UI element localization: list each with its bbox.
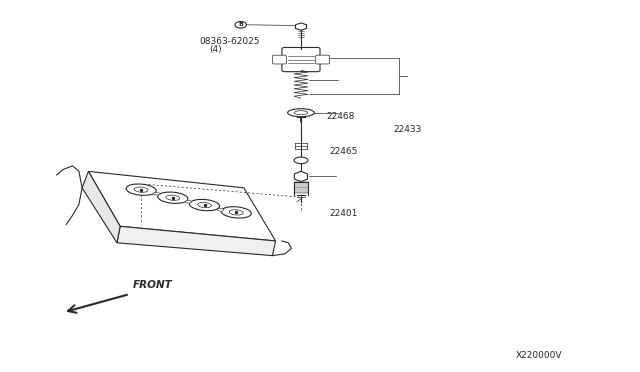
Ellipse shape [217,209,223,211]
Ellipse shape [186,201,192,203]
FancyBboxPatch shape [282,48,320,72]
Ellipse shape [154,192,160,195]
Text: 22465: 22465 [330,147,358,156]
Polygon shape [88,171,276,241]
Ellipse shape [294,157,308,164]
Text: (4): (4) [209,45,221,54]
Ellipse shape [126,184,156,195]
Ellipse shape [198,202,211,208]
Polygon shape [296,23,307,30]
Text: FRONT: FRONT [133,280,173,291]
Polygon shape [294,171,308,182]
Text: 22433: 22433 [393,125,421,134]
Text: 22401: 22401 [330,209,358,218]
Ellipse shape [189,199,220,211]
Ellipse shape [221,207,252,218]
Ellipse shape [229,210,243,215]
Ellipse shape [166,195,180,201]
Text: 08363-62025: 08363-62025 [200,37,260,46]
Text: B: B [238,22,243,27]
FancyBboxPatch shape [316,55,330,64]
Ellipse shape [287,109,314,117]
FancyBboxPatch shape [273,55,286,64]
Ellipse shape [158,192,188,203]
Ellipse shape [134,187,148,192]
Text: 22468: 22468 [326,112,355,121]
Polygon shape [117,226,276,256]
Polygon shape [82,171,120,243]
Text: X220000V: X220000V [516,351,562,360]
